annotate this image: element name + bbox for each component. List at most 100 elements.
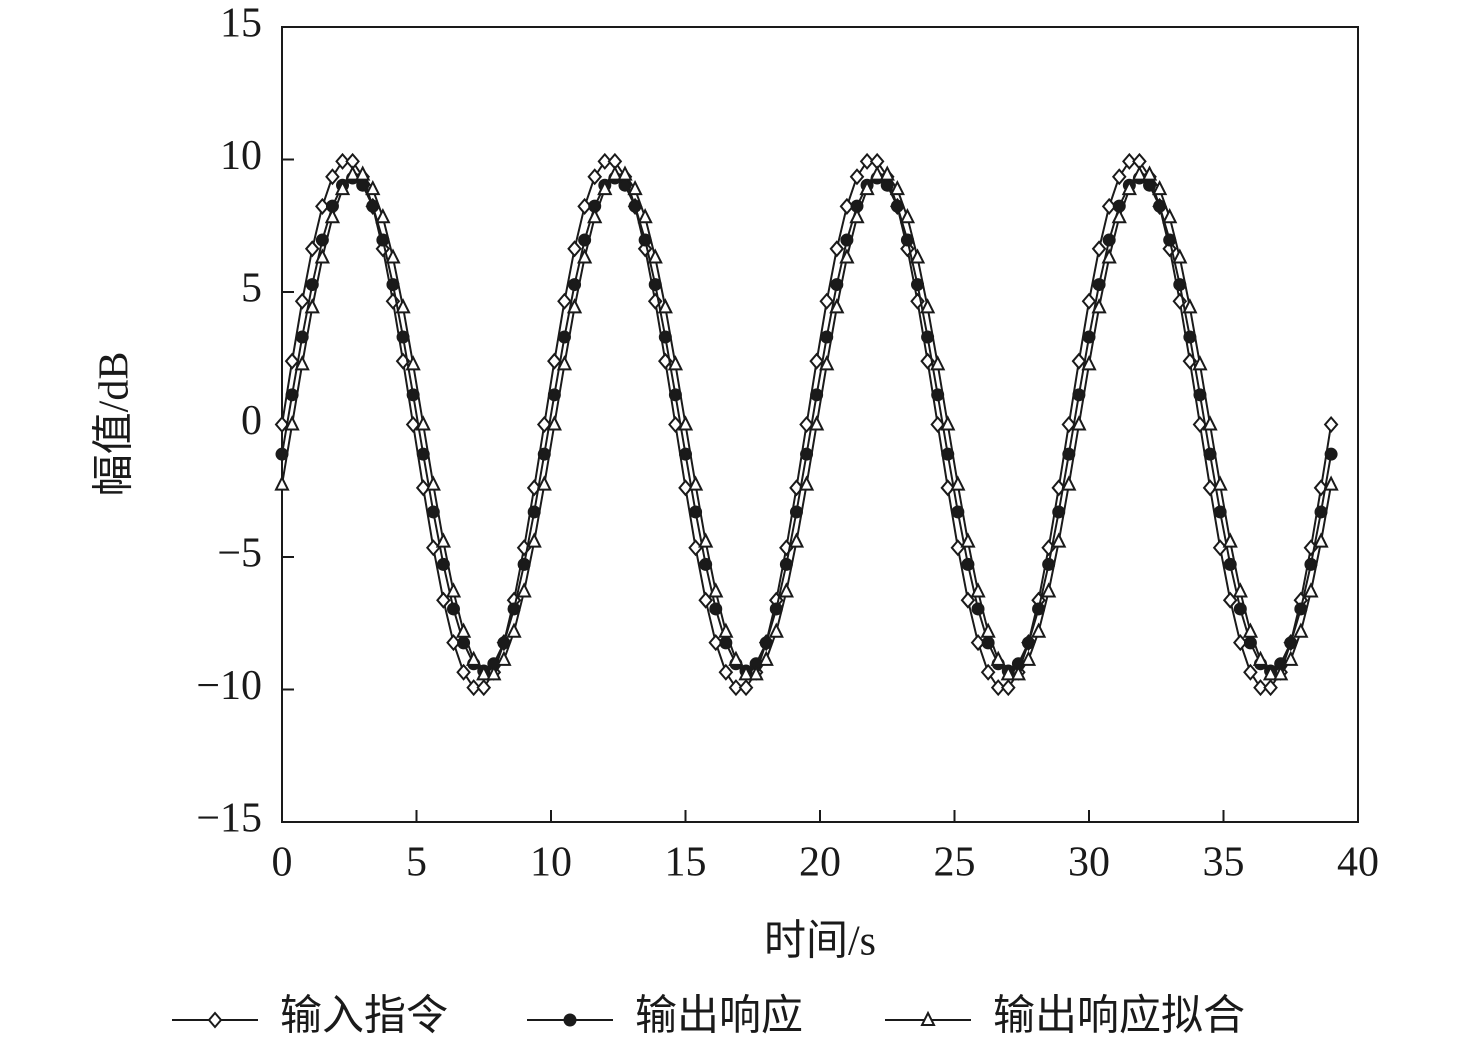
- data-point: [940, 415, 956, 431]
- data-point: [667, 355, 684, 371]
- data-point: [950, 475, 966, 491]
- data-point: [325, 168, 340, 186]
- data-point: [809, 352, 824, 370]
- data-point: [688, 539, 703, 557]
- data-point: [587, 168, 603, 186]
- data-point: [284, 415, 300, 431]
- x-tick-label: 25: [934, 840, 976, 886]
- data-point: [566, 298, 583, 314]
- data-point: [1212, 539, 1228, 557]
- data-point: [960, 532, 976, 548]
- data-point: [1172, 248, 1188, 264]
- data-point: [1020, 650, 1037, 666]
- data-point: [496, 650, 512, 666]
- data-point: [748, 665, 764, 681]
- data-point: [435, 532, 452, 548]
- data-point: [284, 352, 300, 370]
- data-point: [304, 240, 320, 258]
- data-point: [1242, 622, 1259, 638]
- data-point: [980, 663, 996, 681]
- y-tick-label: 0: [241, 398, 262, 444]
- data-point: [1182, 298, 1198, 314]
- data-point: [466, 679, 481, 697]
- data-point: [506, 622, 522, 638]
- data-point: [799, 415, 814, 434]
- data-point: [587, 208, 603, 224]
- data-point: [738, 665, 754, 681]
- data-point: [869, 165, 885, 181]
- data-point: [970, 634, 986, 652]
- data-point: [1121, 179, 1137, 196]
- data-point: [335, 152, 350, 170]
- data-point: [536, 475, 552, 491]
- data-point: [546, 415, 562, 431]
- data-point: [486, 665, 502, 681]
- data-point: [526, 532, 542, 548]
- data-point: [445, 582, 462, 598]
- data-point: [516, 582, 532, 598]
- data-point: [1000, 665, 1016, 681]
- data-point: [1061, 475, 1077, 491]
- data-point: [556, 355, 573, 371]
- data-point: [980, 622, 996, 638]
- data-point: [647, 248, 663, 264]
- x-tick-label: 35: [1203, 840, 1245, 886]
- data-point: [970, 582, 986, 598]
- x-axis-label: 时间/s: [764, 919, 876, 965]
- x-tick-label: 30: [1068, 840, 1110, 886]
- data-point: [738, 679, 754, 697]
- data-point: [385, 248, 401, 264]
- data-point: [1030, 622, 1047, 638]
- data-point: [1101, 248, 1117, 264]
- data-point: [698, 532, 714, 548]
- data-point: [405, 355, 421, 371]
- data-point: [577, 248, 593, 264]
- legend-marker: [207, 1011, 223, 1029]
- data-point: [1262, 665, 1279, 681]
- legend-label: 输出响应拟合: [993, 993, 1245, 1040]
- x-tick-label: 5: [406, 840, 427, 886]
- data-point: [274, 475, 290, 491]
- data-point: [728, 679, 744, 697]
- data-point: [314, 248, 330, 264]
- y-tick-label: 15: [220, 1, 262, 47]
- data-point: [1081, 292, 1097, 310]
- data-point: [294, 292, 310, 310]
- data-point: [466, 650, 482, 666]
- data-point: [1243, 663, 1258, 681]
- legend-label: 输出响应: [635, 993, 803, 1040]
- data-point: [798, 475, 815, 491]
- data-point: [919, 298, 936, 314]
- data-point: [637, 208, 653, 224]
- data-point: [294, 355, 310, 371]
- data-point: [728, 650, 744, 666]
- data-point: [829, 298, 845, 314]
- data-point: [536, 415, 552, 434]
- data-point: [476, 679, 492, 697]
- x-tick-label: 15: [665, 840, 707, 886]
- legend-label: 输入指令: [280, 994, 448, 1040]
- y-tick-label: −5: [217, 531, 262, 577]
- legend-marker: [920, 1010, 936, 1026]
- data-point: [557, 292, 572, 310]
- data-point: [334, 179, 351, 196]
- data-point: [597, 179, 613, 196]
- x-tick-label: 0: [272, 840, 293, 886]
- data-point: [1151, 179, 1168, 196]
- data-point: [1000, 679, 1016, 697]
- data-point: [1283, 650, 1299, 666]
- data-point: [1323, 475, 1339, 491]
- data-point: [809, 415, 825, 431]
- data-point: [1010, 665, 1027, 681]
- data-point: [1051, 532, 1067, 548]
- data-point: [839, 248, 855, 264]
- data-point: [829, 240, 845, 258]
- data-point: [1303, 582, 1319, 598]
- data-point: [1111, 168, 1127, 186]
- data-point: [859, 152, 875, 170]
- data-point: [687, 475, 704, 491]
- data-point: [1212, 475, 1228, 491]
- data-point: [395, 298, 411, 314]
- data-point: [1232, 582, 1248, 598]
